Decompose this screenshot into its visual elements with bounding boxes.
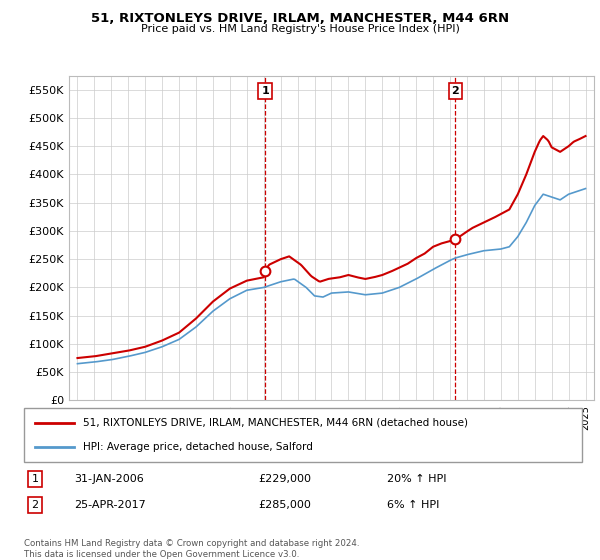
Text: Contains HM Land Registry data © Crown copyright and database right 2024.
This d: Contains HM Land Registry data © Crown c… <box>24 539 359 559</box>
Text: 51, RIXTONLEYS DRIVE, IRLAM, MANCHESTER, M44 6RN (detached house): 51, RIXTONLEYS DRIVE, IRLAM, MANCHESTER,… <box>83 418 467 428</box>
Text: 20% ↑ HPI: 20% ↑ HPI <box>387 474 446 484</box>
Text: 51, RIXTONLEYS DRIVE, IRLAM, MANCHESTER, M44 6RN: 51, RIXTONLEYS DRIVE, IRLAM, MANCHESTER,… <box>91 12 509 25</box>
Text: 25-APR-2017: 25-APR-2017 <box>74 500 146 510</box>
Text: 1: 1 <box>261 86 269 96</box>
Text: Price paid vs. HM Land Registry's House Price Index (HPI): Price paid vs. HM Land Registry's House … <box>140 24 460 34</box>
FancyBboxPatch shape <box>24 408 582 462</box>
Text: 2: 2 <box>32 500 39 510</box>
Text: 6% ↑ HPI: 6% ↑ HPI <box>387 500 439 510</box>
Text: £285,000: £285,000 <box>259 500 311 510</box>
Text: HPI: Average price, detached house, Salford: HPI: Average price, detached house, Salf… <box>83 442 313 452</box>
Text: 1: 1 <box>32 474 38 484</box>
Text: 2: 2 <box>452 86 460 96</box>
Text: £229,000: £229,000 <box>259 474 311 484</box>
Text: 31-JAN-2006: 31-JAN-2006 <box>74 474 144 484</box>
